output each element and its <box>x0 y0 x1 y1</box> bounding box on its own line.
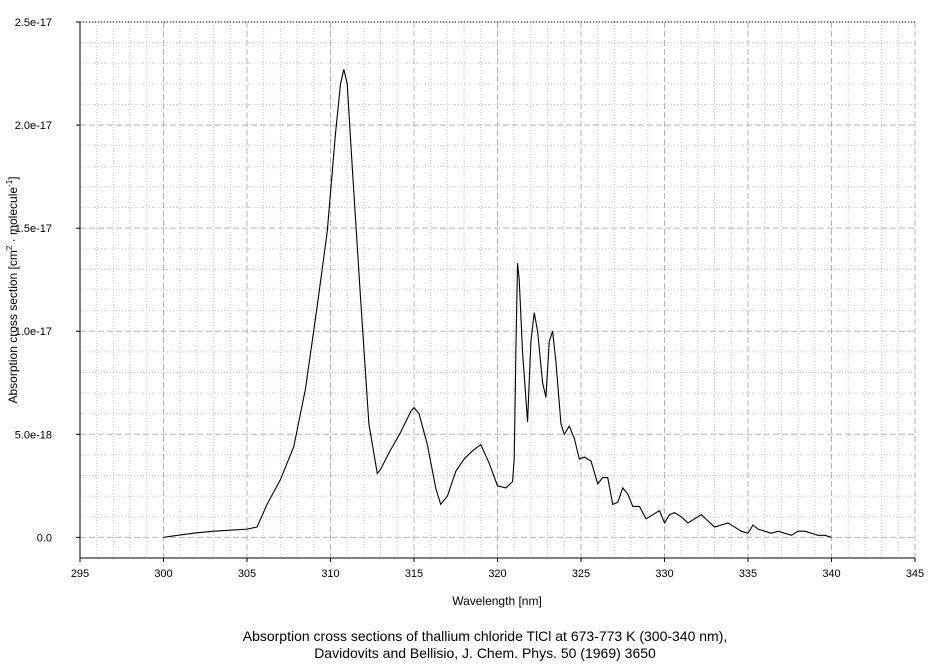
x-tick-label: 335 <box>739 568 757 580</box>
y-axis-title-part-3: ] <box>6 176 20 179</box>
x-tick-label: 300 <box>154 568 172 580</box>
x-tick-label: 340 <box>822 568 840 580</box>
caption-line-1: Absorption cross sections of thallium ch… <box>242 628 728 644</box>
x-tick-label: 315 <box>405 568 423 580</box>
y-tick-label: 5.0e-18 <box>15 429 52 441</box>
x-axis-title: Wavelength [nm] <box>452 594 542 608</box>
x-tick-labels: 295 300 305 310 315 320 325 330 335 340 345 <box>71 558 924 580</box>
y-axis-title-part-2: · molecule <box>6 187 20 246</box>
x-tick-label: 345 <box>906 568 924 580</box>
y-tick-labels: 0.0 5.0e-18 1.0e-17 1.5e-17 2.0e-17 2.5e-17 <box>15 17 80 544</box>
y-tick-label: 1.5e-17 <box>15 223 52 235</box>
y-tick-label: 0.0 <box>37 532 52 544</box>
y-tick-label: 2.0e-17 <box>15 120 52 132</box>
caption-line-2: Davidovits and Bellisio, J. Chem. Phys. … <box>314 645 656 661</box>
x-tick-label: 320 <box>488 568 506 580</box>
x-tick-label: 325 <box>572 568 590 580</box>
y-axis-title-part-1: Absorption cross section [cm <box>6 250 20 403</box>
y-tick-label: 1.0e-17 <box>15 326 52 338</box>
y-axis-title-sup-2: -1 <box>5 179 14 187</box>
chart-caption: Absorption cross sections of thallium ch… <box>180 628 790 662</box>
y-tick-label: 2.5e-17 <box>15 17 52 29</box>
x-tick-label: 305 <box>238 568 256 580</box>
y-axis-title: Absorption cross section [cm2 · molecule… <box>5 176 20 403</box>
x-tick-label: 310 <box>321 568 339 580</box>
x-tick-label: 295 <box>71 568 89 580</box>
y-axis-title-sup-1: 2 <box>5 245 14 250</box>
absorption-series-line <box>163 69 832 538</box>
x-tick-label: 330 <box>655 568 673 580</box>
